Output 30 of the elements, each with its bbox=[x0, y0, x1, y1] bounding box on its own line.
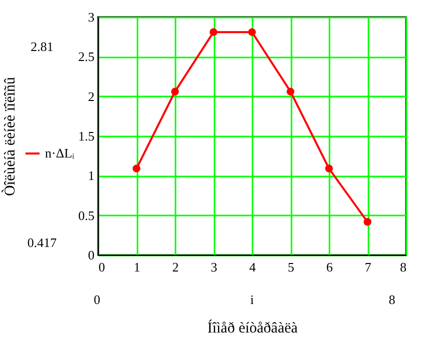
y-tick-label: 0 bbox=[88, 248, 94, 262]
point bbox=[248, 28, 256, 36]
point bbox=[210, 28, 218, 36]
text: 2.81 bbox=[30, 39, 54, 54]
x-tick-label: 6 bbox=[326, 260, 334, 274]
point bbox=[364, 218, 372, 226]
x-tick-label: 1 bbox=[134, 260, 140, 274]
y-tick-label: 3 bbox=[88, 10, 94, 24]
x-tick-label: 4 bbox=[249, 260, 256, 274]
y-tick-label: 1.5 bbox=[78, 128, 94, 144]
x-tick-label: 2 bbox=[172, 260, 179, 274]
x-tick-label: 3 bbox=[210, 260, 218, 274]
y-tick-label: 0.5 bbox=[78, 208, 94, 223]
text: 0.417 bbox=[27, 235, 58, 250]
text: i bbox=[250, 292, 254, 307]
y-tick-label: 2 bbox=[88, 88, 94, 104]
legend-label: n·ΔLᵢ bbox=[45, 146, 76, 160]
point bbox=[171, 88, 179, 96]
text: 8 bbox=[388, 292, 396, 307]
x-tick-label: 0 bbox=[98, 260, 105, 274]
x-axis-title: Íîìåð èíòåðâàëà bbox=[207, 320, 298, 336]
x-tick-label: 8 bbox=[400, 260, 406, 274]
x-tick-label: 7 bbox=[364, 260, 372, 274]
point bbox=[132, 164, 140, 172]
y-axis-title: Òîëùèíà ëèíèè ïîëîñû bbox=[1, 76, 18, 196]
y-tick-label: 2.5 bbox=[78, 49, 94, 64]
x-tick-label: 5 bbox=[288, 260, 294, 274]
point bbox=[286, 88, 294, 96]
point bbox=[325, 164, 333, 172]
y-tick-label: 1 bbox=[88, 168, 94, 184]
